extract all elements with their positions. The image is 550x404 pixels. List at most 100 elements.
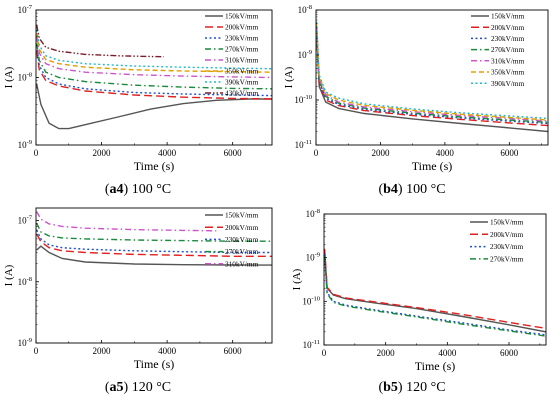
series-group bbox=[36, 24, 272, 130]
series-line-350kV-mm bbox=[36, 33, 272, 73]
legend-label: 200kV/mm bbox=[490, 230, 524, 239]
series-group bbox=[36, 211, 272, 266]
legend-label: 270kV/mm bbox=[490, 255, 524, 264]
y-tick-exponent: -7 bbox=[27, 215, 33, 222]
series-line-270kV-mm bbox=[324, 255, 546, 337]
y-tick-base: 10 bbox=[18, 338, 28, 348]
series-line-390kV-mm bbox=[36, 30, 272, 70]
y-tick-label: 10-8 bbox=[18, 276, 32, 287]
series-line-200kV-mm bbox=[36, 233, 272, 257]
series-line-430kV-mm bbox=[36, 24, 164, 58]
x-tick-label: 6000 bbox=[500, 348, 519, 358]
y-tick-exponent: -10 bbox=[303, 94, 312, 101]
series-line-150kV-mm bbox=[316, 33, 548, 133]
series-line-310kV-mm bbox=[36, 211, 217, 232]
caption-paren-close: ) bbox=[124, 182, 129, 197]
legend-label: 200kV/mm bbox=[225, 23, 259, 32]
series-line-200kV-mm bbox=[324, 248, 546, 330]
legend-label: 230kV/mm bbox=[225, 235, 259, 244]
y-tick-base: 10 bbox=[18, 73, 28, 83]
x-tick-label: 4000 bbox=[158, 148, 177, 158]
legend-label: 230kV/mm bbox=[225, 34, 259, 43]
legend-label: 350kV/mm bbox=[491, 68, 525, 77]
plot-frame bbox=[315, 9, 549, 146]
y-tick-base: 10 bbox=[18, 277, 28, 287]
y-tick-label: 10-7 bbox=[18, 4, 33, 15]
x-tick-label: 4000 bbox=[438, 348, 457, 358]
caption-text: 100 °C bbox=[128, 182, 171, 197]
legend-label: 200kV/mm bbox=[491, 23, 525, 32]
x-tick-label: 4000 bbox=[436, 148, 455, 158]
series-line-310kV-mm bbox=[36, 36, 272, 79]
y-tick-base: 10 bbox=[18, 140, 28, 150]
y-tick-exponent: -9 bbox=[315, 252, 320, 259]
panel-caption: (b5) 120 °C bbox=[378, 380, 445, 395]
caption-paren-open: ( bbox=[378, 380, 383, 395]
plot-frame bbox=[35, 207, 273, 344]
panel-caption: (a5) 120 °C bbox=[105, 380, 171, 395]
legend-label: 350kV/mm bbox=[225, 67, 259, 76]
series-line-390kV-mm bbox=[316, 21, 548, 120]
y-tick-base: 10 bbox=[303, 340, 313, 350]
caption-label: b4 bbox=[383, 182, 398, 197]
y-tick-exponent: -8 bbox=[315, 208, 320, 215]
legend-label: 390kV/mm bbox=[491, 79, 525, 88]
y-tick-base: 10 bbox=[302, 296, 312, 306]
series-line-200kV-mm bbox=[316, 30, 548, 127]
y-tick-exponent: -11 bbox=[312, 339, 320, 346]
y-tick-label: 10-8 bbox=[18, 72, 32, 83]
caption-paren-close: ) bbox=[398, 182, 403, 197]
x-axis-label: Time (s) bbox=[415, 359, 456, 373]
caption-paren-open: ( bbox=[105, 182, 110, 197]
series-line-270kV-mm bbox=[36, 43, 272, 90]
y-tick-base: 10 bbox=[294, 95, 304, 105]
y-tick-label: 10-9 bbox=[298, 49, 312, 60]
legend-label: 310kV/mm bbox=[491, 56, 525, 65]
y-tick-base: 10 bbox=[18, 216, 28, 226]
y-tick-base: 10 bbox=[295, 140, 305, 150]
y-tick-label: 10-10 bbox=[294, 94, 312, 105]
y-axis-label: I (A) bbox=[3, 66, 15, 88]
caption-paren-open: ( bbox=[378, 182, 383, 197]
legend-label: 200kV/mm bbox=[225, 223, 259, 232]
series-line-270kV-mm bbox=[36, 222, 272, 242]
legend-label: 390kV/mm bbox=[225, 78, 259, 87]
caption-text: 120 °C bbox=[403, 380, 446, 395]
y-tick-label: 10-9 bbox=[306, 252, 320, 263]
series-line-270kV-mm bbox=[316, 27, 548, 123]
legend-label: 270kV/mm bbox=[225, 45, 259, 54]
caption-label: a5 bbox=[110, 380, 124, 395]
y-tick-label: 10-7 bbox=[18, 215, 33, 226]
series-line-150kV-mm bbox=[36, 245, 272, 266]
x-axis-label: Time (s) bbox=[412, 159, 453, 173]
x-tick-label: 6000 bbox=[224, 346, 243, 356]
series-group bbox=[316, 21, 548, 133]
x-tick-label: 0 bbox=[34, 148, 39, 158]
x-tick-label: 0 bbox=[314, 148, 319, 158]
y-tick-label: 10-11 bbox=[295, 139, 312, 150]
legend-label: 150kV/mm bbox=[490, 218, 524, 227]
x-tick-label: 6000 bbox=[500, 148, 519, 158]
plot-frame bbox=[323, 213, 547, 346]
legend: 150kV/mm 200kV/mm 230kV/mm 270kV/mm bbox=[470, 218, 524, 264]
y-tick-label: 10-9 bbox=[18, 337, 32, 348]
caption-label: b5 bbox=[383, 380, 398, 395]
caption-label: a4 bbox=[110, 182, 124, 197]
x-axis-label: Time (s) bbox=[134, 357, 175, 371]
x-tick-label: 2000 bbox=[377, 348, 396, 358]
x-tick-label: 2000 bbox=[93, 148, 112, 158]
y-tick-label: 10-8 bbox=[298, 4, 312, 15]
x-axis-label: Time (s) bbox=[134, 159, 175, 173]
x-tick-label: 0 bbox=[34, 346, 39, 356]
y-tick-base: 10 bbox=[306, 209, 316, 219]
y-tick-exponent: -8 bbox=[27, 276, 32, 283]
caption-paren-close: ) bbox=[124, 380, 129, 395]
legend-label: 430kV/mm bbox=[225, 89, 259, 98]
y-tick-exponent: -10 bbox=[311, 295, 320, 302]
y-tick-exponent: -9 bbox=[307, 49, 312, 56]
legend-label: 230kV/mm bbox=[491, 34, 525, 43]
y-tick-base: 10 bbox=[306, 253, 316, 263]
y-tick-exponent: -9 bbox=[27, 337, 32, 344]
